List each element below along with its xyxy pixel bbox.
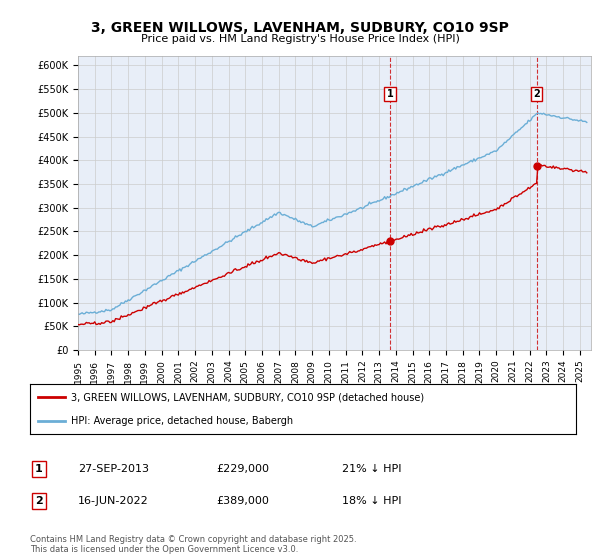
Text: Contains HM Land Registry data © Crown copyright and database right 2025.
This d: Contains HM Land Registry data © Crown c… xyxy=(30,535,356,554)
Text: 3, GREEN WILLOWS, LAVENHAM, SUDBURY, CO10 9SP: 3, GREEN WILLOWS, LAVENHAM, SUDBURY, CO1… xyxy=(91,21,509,35)
Text: 1: 1 xyxy=(35,464,43,474)
Text: 21% ↓ HPI: 21% ↓ HPI xyxy=(342,464,401,474)
Text: Price paid vs. HM Land Registry's House Price Index (HPI): Price paid vs. HM Land Registry's House … xyxy=(140,34,460,44)
Text: 3, GREEN WILLOWS, LAVENHAM, SUDBURY, CO10 9SP (detached house): 3, GREEN WILLOWS, LAVENHAM, SUDBURY, CO1… xyxy=(71,392,424,402)
Text: £229,000: £229,000 xyxy=(216,464,269,474)
Text: 1: 1 xyxy=(387,89,394,99)
Text: 2: 2 xyxy=(533,89,540,99)
Text: 16-JUN-2022: 16-JUN-2022 xyxy=(78,496,149,506)
Text: 2: 2 xyxy=(35,496,43,506)
Text: 18% ↓ HPI: 18% ↓ HPI xyxy=(342,496,401,506)
Text: HPI: Average price, detached house, Babergh: HPI: Average price, detached house, Babe… xyxy=(71,417,293,426)
Text: 27-SEP-2013: 27-SEP-2013 xyxy=(78,464,149,474)
Text: £389,000: £389,000 xyxy=(216,496,269,506)
